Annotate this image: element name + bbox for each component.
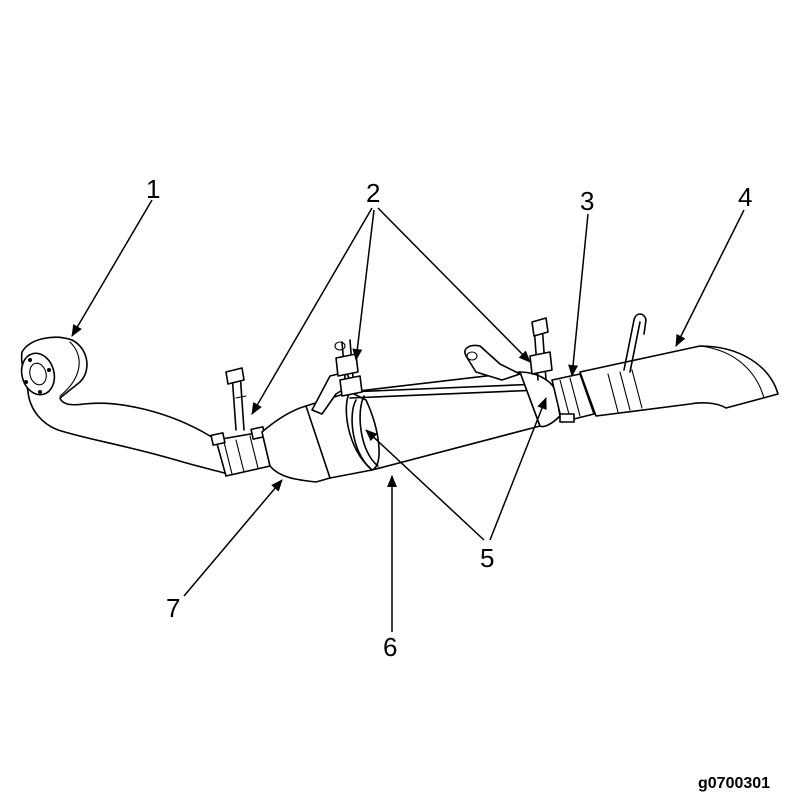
callout-6: 6 <box>383 632 397 662</box>
callout-labels: 1 2 3 4 5 6 7 <box>146 174 752 662</box>
leader-lines <box>71 199 745 632</box>
leader-7 <box>183 479 283 597</box>
right-hanger-bracket <box>529 317 553 381</box>
callout-4: 4 <box>738 182 752 212</box>
callout-1: 1 <box>146 174 160 204</box>
particulate-filter-body <box>345 371 561 471</box>
leader-1 <box>71 199 153 337</box>
callout-3: 3 <box>580 186 594 216</box>
front-exhaust-pipe <box>20 336 229 475</box>
tail-pipe <box>579 313 779 417</box>
leader-4 <box>675 209 745 347</box>
leader-5b <box>489 397 547 541</box>
callout-2: 2 <box>366 178 380 208</box>
center-hanger-bracket <box>334 339 363 397</box>
rear-mount-bracket <box>464 344 521 381</box>
callout-5: 5 <box>480 543 494 573</box>
figure-code: g0700301 <box>698 775 770 792</box>
leader-2c <box>377 207 531 363</box>
callout-7: 7 <box>166 593 180 623</box>
leader-2b <box>352 209 375 361</box>
left-hanger-bracket <box>225 367 247 431</box>
leader-2a <box>251 207 373 415</box>
leader-3 <box>568 213 589 377</box>
inlet-clamp-band <box>210 426 271 477</box>
leader-5a <box>365 429 485 541</box>
